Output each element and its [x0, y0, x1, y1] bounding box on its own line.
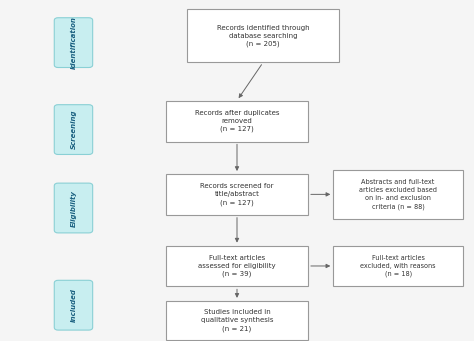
FancyBboxPatch shape — [333, 246, 463, 286]
FancyBboxPatch shape — [187, 9, 339, 62]
Text: Identification: Identification — [71, 16, 76, 69]
FancyBboxPatch shape — [54, 183, 92, 233]
Text: Records identified through
database searching
(n = 205): Records identified through database sear… — [217, 25, 310, 47]
Text: Full-text articles
assessed for eligibility
(n = 39): Full-text articles assessed for eligibil… — [198, 255, 276, 277]
Text: Records after duplicates
removed
(n = 127): Records after duplicates removed (n = 12… — [195, 110, 279, 132]
Text: Abstracts and full-text
articles excluded based
on in- and exclusion
criteria (n: Abstracts and full-text articles exclude… — [359, 179, 437, 210]
Text: Included: Included — [71, 288, 76, 322]
Text: Studies included in
qualitative synthesis
(n = 21): Studies included in qualitative synthesi… — [201, 309, 273, 332]
Text: Full-text articles
excluded, with reasons
(n = 18): Full-text articles excluded, with reason… — [360, 255, 436, 277]
FancyBboxPatch shape — [166, 246, 308, 286]
FancyBboxPatch shape — [54, 18, 92, 68]
FancyBboxPatch shape — [54, 280, 92, 330]
FancyBboxPatch shape — [166, 101, 308, 142]
FancyBboxPatch shape — [166, 174, 308, 215]
FancyBboxPatch shape — [333, 170, 463, 219]
Text: Eligibility: Eligibility — [71, 190, 76, 226]
FancyBboxPatch shape — [54, 105, 92, 154]
Text: Records screened for
title/abstract
(n = 127): Records screened for title/abstract (n =… — [200, 183, 274, 206]
FancyBboxPatch shape — [166, 301, 308, 340]
Text: Screening: Screening — [71, 110, 76, 149]
